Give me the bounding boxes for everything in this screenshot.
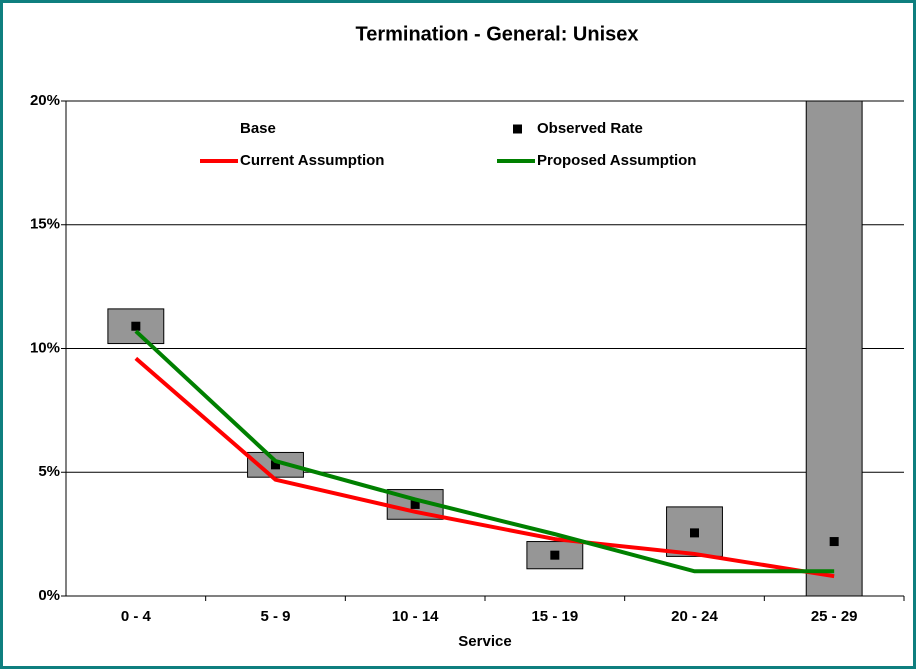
y-tick-label: 20% (30, 92, 60, 109)
legend-label: Observed Rate (537, 120, 643, 137)
chart-title: Termination - General: Unisex (355, 23, 638, 45)
marker (410, 499, 420, 509)
legend-label: Current Assumption (240, 152, 384, 169)
marker (690, 528, 699, 538)
y-tick-label: 15% (30, 216, 60, 233)
bar (805, 100, 863, 597)
line (134, 356, 835, 579)
legend-label: Base (240, 120, 276, 137)
x-tick-label: 5 - 9 (260, 608, 290, 625)
marker (550, 550, 560, 560)
y-tick-label: 0% (38, 587, 60, 604)
marker (271, 460, 280, 470)
marker (829, 537, 839, 547)
x-tick-label: 15 - 19 (531, 608, 578, 625)
line (134, 329, 835, 574)
x-axis-label: Service (458, 633, 511, 650)
x-tick-label: 25 - 29 (811, 608, 858, 625)
x-tick-label: 10 - 14 (392, 608, 439, 625)
legend-swatch (513, 124, 522, 134)
y-tick-label: 10% (30, 339, 60, 356)
y-tick-label: 5% (38, 463, 60, 480)
x-tick-label: 20 - 24 (671, 608, 718, 625)
x-tick-label: 0 - 4 (121, 608, 152, 625)
marker (131, 321, 141, 331)
legend-label: Proposed Assumption (537, 152, 696, 169)
